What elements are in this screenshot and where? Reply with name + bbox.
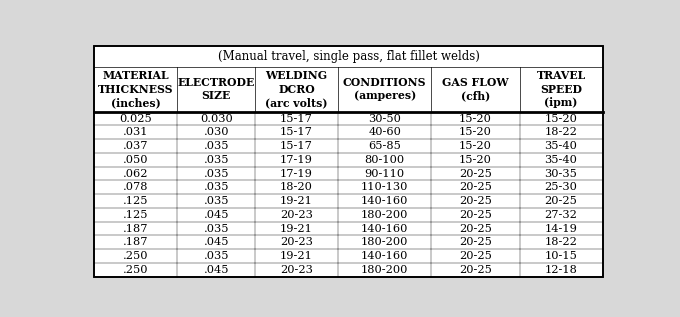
Text: .250: .250 — [123, 251, 149, 261]
Text: .078: .078 — [123, 182, 149, 192]
Text: 15-20: 15-20 — [459, 155, 492, 165]
Text: 10-15: 10-15 — [545, 251, 577, 261]
Text: WELDING
DCRO
(arc volts): WELDING DCRO (arc volts) — [265, 70, 328, 108]
Text: 19-21: 19-21 — [280, 223, 313, 234]
Text: 20-25: 20-25 — [459, 196, 492, 206]
Text: 40-60: 40-60 — [369, 127, 401, 137]
Text: 180-200: 180-200 — [361, 265, 409, 275]
Text: CONDITIONS
(amperes): CONDITIONS (amperes) — [343, 77, 426, 101]
Text: ELECTRODE
SIZE: ELECTRODE SIZE — [177, 77, 255, 101]
Text: .062: .062 — [123, 169, 149, 178]
Text: 15-20: 15-20 — [459, 141, 492, 151]
Text: 20-25: 20-25 — [459, 169, 492, 178]
Text: .045: .045 — [203, 210, 229, 220]
Text: 20-25: 20-25 — [459, 223, 492, 234]
Text: .045: .045 — [203, 237, 229, 247]
Text: 27-32: 27-32 — [545, 210, 577, 220]
Text: 30-35: 30-35 — [545, 169, 577, 178]
Text: .125: .125 — [123, 210, 149, 220]
Text: 80-100: 80-100 — [364, 155, 405, 165]
Text: 19-21: 19-21 — [280, 196, 313, 206]
Text: .187: .187 — [123, 223, 149, 234]
Text: 20-25: 20-25 — [459, 182, 492, 192]
Text: 140-160: 140-160 — [361, 251, 409, 261]
Text: 12-18: 12-18 — [545, 265, 577, 275]
Text: 65-85: 65-85 — [369, 141, 401, 151]
Text: 15-17: 15-17 — [280, 127, 313, 137]
Text: 18-22: 18-22 — [545, 127, 577, 137]
Text: 30-50: 30-50 — [369, 113, 401, 124]
Text: 180-200: 180-200 — [361, 237, 409, 247]
Text: .035: .035 — [203, 155, 229, 165]
Text: .050: .050 — [123, 155, 149, 165]
Text: .031: .031 — [123, 127, 149, 137]
Text: 20-25: 20-25 — [459, 237, 492, 247]
Text: 140-160: 140-160 — [361, 223, 409, 234]
Text: .035: .035 — [203, 223, 229, 234]
Text: TRAVEL
SPEED
(ipm): TRAVEL SPEED (ipm) — [537, 70, 585, 108]
Text: 15-20: 15-20 — [459, 113, 492, 124]
Text: 20-23: 20-23 — [280, 237, 313, 247]
Text: 20-25: 20-25 — [545, 196, 577, 206]
Text: .037: .037 — [123, 141, 149, 151]
Text: 20-25: 20-25 — [459, 265, 492, 275]
Text: GAS FLOW
(cfh): GAS FLOW (cfh) — [442, 77, 509, 101]
Text: .035: .035 — [203, 169, 229, 178]
Text: 90-110: 90-110 — [364, 169, 405, 178]
Text: .045: .045 — [203, 265, 229, 275]
Text: .030: .030 — [203, 127, 229, 137]
Text: (Manual travel, single pass, flat fillet welds): (Manual travel, single pass, flat fillet… — [218, 50, 479, 63]
Text: 18-22: 18-22 — [545, 237, 577, 247]
Text: 35-40: 35-40 — [545, 141, 577, 151]
Text: 19-21: 19-21 — [280, 251, 313, 261]
Text: 20-25: 20-25 — [459, 251, 492, 261]
Text: .035: .035 — [203, 182, 229, 192]
Text: 15-17: 15-17 — [280, 113, 313, 124]
Text: 15-20: 15-20 — [459, 127, 492, 137]
Text: 35-40: 35-40 — [545, 155, 577, 165]
Text: 18-20: 18-20 — [280, 182, 313, 192]
Text: .187: .187 — [123, 237, 149, 247]
Text: 25-30: 25-30 — [545, 182, 577, 192]
Text: .035: .035 — [203, 141, 229, 151]
Text: 140-160: 140-160 — [361, 196, 409, 206]
Text: 20-23: 20-23 — [280, 210, 313, 220]
Text: 110-130: 110-130 — [361, 182, 409, 192]
Text: 14-19: 14-19 — [545, 223, 577, 234]
Text: 17-19: 17-19 — [280, 155, 313, 165]
Text: .035: .035 — [203, 196, 229, 206]
Text: 180-200: 180-200 — [361, 210, 409, 220]
Text: 20-25: 20-25 — [459, 210, 492, 220]
Text: MATERIAL
THICKNESS
(inches): MATERIAL THICKNESS (inches) — [98, 70, 173, 108]
Text: 15-20: 15-20 — [545, 113, 577, 124]
Text: .125: .125 — [123, 196, 149, 206]
Text: 0.030: 0.030 — [200, 113, 233, 124]
Text: 15-17: 15-17 — [280, 141, 313, 151]
Text: 0.025: 0.025 — [120, 113, 152, 124]
Text: .035: .035 — [203, 251, 229, 261]
Text: .250: .250 — [123, 265, 149, 275]
Text: 20-23: 20-23 — [280, 265, 313, 275]
Text: 17-19: 17-19 — [280, 169, 313, 178]
